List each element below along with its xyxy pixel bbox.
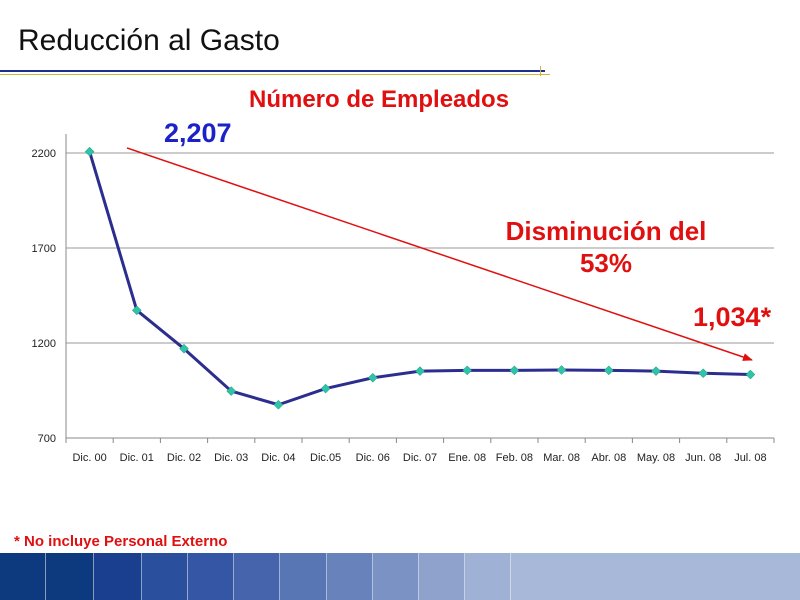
x-tick-label: Jul. 08	[734, 452, 766, 464]
data-point-marker	[509, 365, 520, 376]
title-underline-blue	[0, 70, 545, 72]
x-tick-label: Feb. 08	[496, 452, 533, 464]
data-point-marker	[603, 365, 614, 376]
data-point-marker	[131, 305, 142, 316]
data-point-marker	[179, 343, 189, 354]
x-tick-label: Dic. 07	[403, 452, 437, 464]
end-value-label: 1,034*	[693, 302, 772, 332]
y-tick-label: 700	[38, 433, 56, 445]
bottom-bar-segment	[46, 553, 94, 600]
x-tick-label: Abr. 08	[591, 452, 626, 464]
x-tick-label: Ene. 08	[448, 452, 486, 464]
data-point-marker	[273, 399, 284, 410]
bottom-bar-segment	[280, 553, 327, 600]
bottom-bar-segment	[0, 553, 46, 600]
data-point-marker	[367, 372, 378, 383]
bottom-bar-segment	[234, 553, 280, 600]
page-title: Reducción al Gasto	[18, 24, 280, 57]
grid-layer: 700 1200 1700 2200 Dic. 00 Dic. 01 Dic. 02 Dic.…	[32, 134, 775, 464]
bottom-bar-segment	[327, 553, 373, 600]
bottom-bar-segment	[142, 553, 188, 600]
decrease-label-line2: 53%	[579, 248, 633, 278]
trend-arrow	[126, 147, 753, 361]
x-tick-label: May. 08	[637, 452, 675, 464]
bottom-decorative-bar	[0, 553, 800, 600]
bottom-bar-segment	[188, 553, 234, 600]
x-tick-label: Dic. 01	[120, 452, 154, 464]
data-point-marker	[226, 386, 237, 396]
y-tick-label: 1700	[32, 243, 56, 255]
chart-title: Número de Empleados	[249, 86, 510, 113]
decrease-label: Disminución del 53%	[488, 215, 724, 279]
decrease-label-line1: Disminución del	[505, 216, 707, 246]
x-tick-label: Dic.05	[310, 452, 341, 464]
footnote: * No incluye Personal Externo	[14, 533, 228, 550]
y-tick-label: 2200	[32, 148, 56, 160]
x-tick-label: Dic. 03	[214, 452, 248, 464]
x-tick-label: Dic. 04	[261, 452, 295, 464]
data-point-marker	[462, 365, 473, 376]
title-underline-gold	[0, 74, 550, 75]
x-tick-label: Dic. 02	[167, 452, 201, 464]
data-point-marker	[415, 366, 425, 376]
data-point-marker	[84, 146, 95, 157]
data-point-marker	[745, 369, 756, 380]
x-tick-label: Mar. 08	[543, 452, 580, 464]
bottom-bar-segment	[94, 553, 142, 600]
start-value-label: 2,207	[164, 118, 232, 148]
bottom-bar-segment	[373, 553, 419, 600]
data-point-marker	[320, 383, 331, 394]
data-point-marker	[651, 366, 661, 376]
data-point-marker	[698, 368, 709, 379]
bottom-bar-segment	[511, 553, 800, 600]
series-layer	[84, 146, 756, 410]
bottom-bar-segment	[465, 553, 511, 600]
title-underline-tick	[540, 66, 541, 76]
x-tick-label: Dic. 00	[72, 452, 106, 464]
x-tick-label: Dic. 06	[356, 452, 390, 464]
bottom-bar-segment	[419, 553, 465, 600]
data-point-marker	[556, 365, 567, 375]
y-tick-label: 1200	[32, 338, 56, 350]
x-tick-label: Jun. 08	[685, 452, 721, 464]
